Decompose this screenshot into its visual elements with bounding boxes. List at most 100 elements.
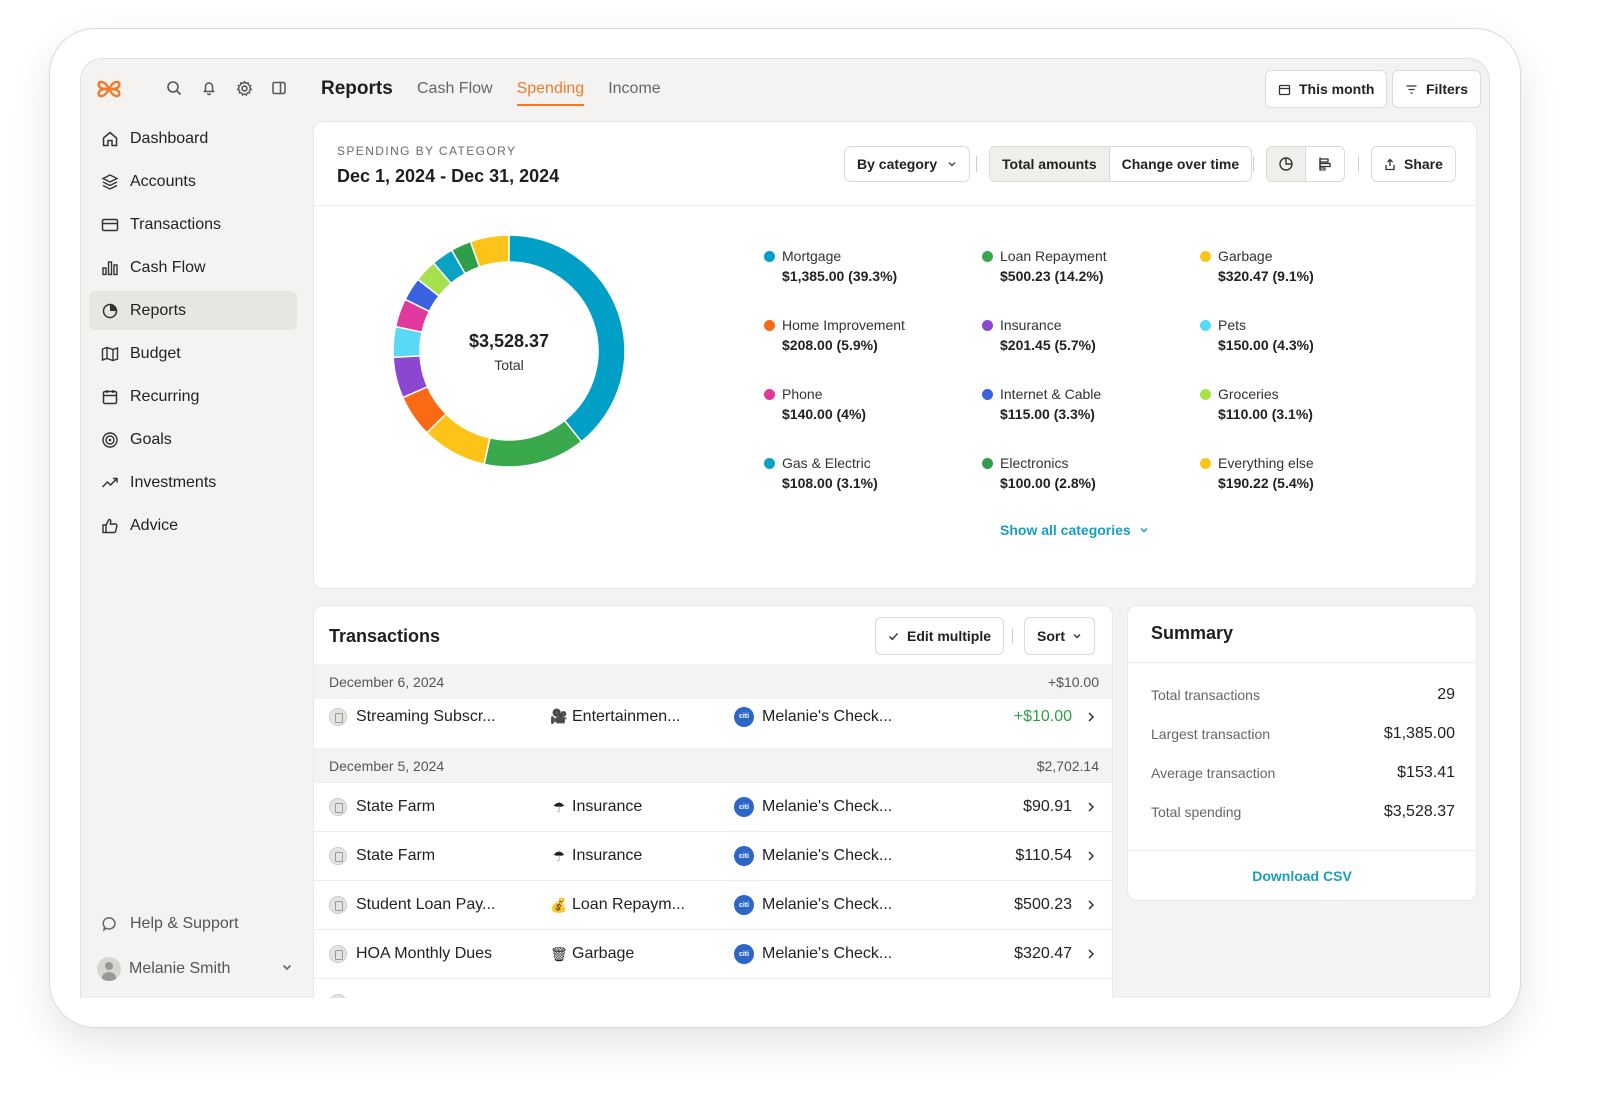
legend-item-home-improvement[interactable]: Home Improvement $208.00 (5.9%) bbox=[762, 315, 980, 355]
chevron-down-icon bbox=[1072, 631, 1082, 641]
account-name: Melanie's Check... bbox=[762, 896, 893, 913]
sidebar-item-reports[interactable]: Reports bbox=[89, 291, 297, 330]
mode-total-amounts[interactable]: Total amounts bbox=[990, 147, 1110, 181]
legend-item-pets[interactable]: Pets $150.00 (4.3%) bbox=[1198, 315, 1416, 355]
summary-value: 29 bbox=[1437, 686, 1455, 703]
legend-dot bbox=[982, 389, 993, 400]
merchant-logo-icon bbox=[329, 707, 347, 726]
summary-value: $3,528.37 bbox=[1383, 803, 1455, 820]
calendar-icon bbox=[1278, 83, 1291, 96]
legend-item-phone[interactable]: Phone $140.00 (4%) bbox=[762, 384, 980, 424]
sidebar-item-goals[interactable]: Goals bbox=[89, 420, 297, 459]
legend-category-value: $208.00 (5.9%) bbox=[782, 337, 878, 353]
donut-slice-mortgage[interactable] bbox=[508, 234, 626, 443]
table-row[interactable]: State Farm ☂ Insurance citi Melanie's Check.… bbox=[314, 783, 1112, 832]
layers-icon bbox=[101, 173, 119, 191]
donut-slice-garbage[interactable] bbox=[425, 412, 491, 466]
category-name: Loan Repaym... bbox=[572, 896, 685, 913]
legend-category-value: $108.00 (3.1%) bbox=[782, 475, 878, 491]
date-range: Dec 1, 2024 - Dec 31, 2024 bbox=[337, 166, 560, 186]
bar-view-button[interactable] bbox=[1306, 147, 1344, 181]
table-row[interactable]: State Farm ☂ Insurance citi Melanie's Check.… bbox=[314, 832, 1112, 881]
legend-item-insurance[interactable]: Insurance $201.45 (5.7%) bbox=[980, 315, 1198, 355]
user-menu[interactable]: Melanie Smith bbox=[97, 957, 293, 981]
donut-slice-gas-electric[interactable] bbox=[432, 249, 467, 285]
sidebar-item-investments[interactable]: Investments bbox=[89, 463, 297, 502]
bank-logo-icon: citi bbox=[734, 797, 754, 817]
sidebar-item-transactions[interactable]: Transactions bbox=[89, 205, 297, 244]
legend-item-mortgage[interactable]: Mortgage $1,385.00 (39.3%) bbox=[762, 246, 980, 286]
help-support-link[interactable]: Help & Support bbox=[101, 915, 239, 933]
sidebar-item-cash-flow[interactable]: Cash Flow bbox=[89, 248, 297, 287]
summary-label: Average transaction bbox=[1151, 765, 1276, 781]
chevron-right-icon[interactable] bbox=[1086, 948, 1096, 960]
donut-slice-phone[interactable] bbox=[394, 298, 431, 334]
sidebar-item-label: Transactions bbox=[130, 215, 221, 233]
sidebar-item-dashboard[interactable]: Dashboard bbox=[89, 119, 297, 158]
chevron-right-icon[interactable] bbox=[1086, 899, 1096, 911]
table-row[interactable]: Student Loan Pay... 💰 Loan Repaym... citi Me… bbox=[314, 881, 1112, 930]
sidebar-item-label: Recurring bbox=[130, 387, 200, 405]
table-row[interactable]: Streaming Subscr... 🎥 Entertainmen... citi M… bbox=[314, 692, 1112, 741]
legend-item-garbage[interactable]: Garbage $320.47 (9.1%) bbox=[1198, 246, 1416, 286]
chevron-right-icon[interactable] bbox=[1086, 711, 1096, 723]
table-row[interactable]: HOA Monthly Dues 🗑 Garbage citi Melanie's Ch… bbox=[314, 930, 1112, 979]
legend-item-internet-cable[interactable]: Internet & Cable $115.00 (3.3%) bbox=[980, 384, 1198, 424]
donut-slice-loan-repayment[interactable] bbox=[483, 419, 583, 468]
legend-dot bbox=[764, 251, 775, 262]
gear-icon[interactable] bbox=[235, 79, 253, 97]
chevron-right-icon[interactable] bbox=[1086, 801, 1096, 813]
legend-category-name: Phone bbox=[782, 386, 823, 402]
sort-button[interactable]: Sort bbox=[1024, 617, 1095, 655]
divider bbox=[1358, 156, 1359, 172]
mode-change-over-time[interactable]: Change over time bbox=[1121, 156, 1240, 172]
show-all-categories-link[interactable]: Show all categories bbox=[1000, 522, 1149, 538]
sidebar-toggle-icon[interactable] bbox=[270, 79, 288, 97]
share-button[interactable]: Share bbox=[1371, 146, 1456, 182]
filters-button[interactable]: Filters bbox=[1392, 70, 1482, 108]
donut-view-button[interactable] bbox=[1267, 147, 1306, 181]
legend-category-name: Internet & Cable bbox=[1000, 386, 1102, 402]
legend-item-electronics[interactable]: Electronics $100.00 (2.8%) bbox=[980, 453, 1198, 493]
category-emoji-icon: 🗑 bbox=[550, 945, 568, 962]
sidebar-item-recurring[interactable]: Recurring bbox=[89, 377, 297, 416]
legend-item-everything-else[interactable]: Everything else $190.22 (5.4%) bbox=[1198, 453, 1416, 493]
donut-slice-electronics[interactable] bbox=[450, 240, 481, 275]
legend-item-loan-repayment[interactable]: Loan Repayment $500.23 (14.2%) bbox=[980, 246, 1198, 286]
group-by-dropdown[interactable]: By category bbox=[844, 146, 971, 182]
summary-row: Largest transaction $1,385.00 bbox=[1151, 725, 1455, 743]
tab-spending[interactable]: Spending bbox=[516, 80, 585, 106]
summary-row: Total transactions 29 bbox=[1151, 686, 1455, 704]
legend-dot bbox=[982, 320, 993, 331]
donut-slice-home-improvement[interactable] bbox=[401, 385, 448, 435]
divider bbox=[1128, 662, 1476, 663]
page-title: Reports bbox=[321, 78, 393, 99]
divider bbox=[1253, 156, 1254, 172]
donut-slice-groceries[interactable] bbox=[416, 261, 453, 298]
period-button[interactable]: This month bbox=[1265, 70, 1388, 108]
donut-slice-insurance[interactable] bbox=[392, 355, 429, 399]
tab-cash-flow[interactable]: Cash Flow bbox=[417, 80, 493, 97]
sidebar-item-budget[interactable]: Budget bbox=[89, 334, 297, 373]
legend-category-value: $500.23 (14.2%) bbox=[1000, 268, 1104, 284]
legend-category-name: Mortgage bbox=[782, 248, 842, 264]
transaction-amount: $500.23 bbox=[1014, 896, 1072, 913]
sidebar-item-advice[interactable]: Advice bbox=[89, 506, 297, 545]
spending-donut-chart[interactable]: $3,528.37 Total bbox=[392, 234, 626, 468]
sidebar-item-accounts[interactable]: Accounts bbox=[89, 162, 297, 201]
download-csv-link[interactable]: Download CSV bbox=[1252, 868, 1352, 884]
table-row-partial[interactable] bbox=[314, 979, 1112, 998]
summary-label: Total spending bbox=[1151, 804, 1242, 820]
donut-slice-pets[interactable] bbox=[392, 325, 423, 359]
search-icon[interactable] bbox=[165, 79, 183, 97]
legend-category-name: Gas & Electric bbox=[782, 455, 871, 471]
chevron-right-icon[interactable] bbox=[1086, 850, 1096, 862]
donut-center-label: Total bbox=[494, 357, 524, 373]
legend-item-groceries[interactable]: Groceries $110.00 (3.1%) bbox=[1198, 384, 1416, 424]
category-emoji-icon: 🎥 bbox=[550, 708, 568, 724]
edit-multiple-button[interactable]: Edit multiple bbox=[875, 617, 1004, 655]
bell-icon[interactable] bbox=[200, 79, 218, 97]
tab-income[interactable]: Income bbox=[608, 80, 661, 97]
legend-item-gas-electric[interactable]: Gas & Electric $108.00 (3.1%) bbox=[762, 453, 980, 493]
divider bbox=[1128, 850, 1476, 851]
